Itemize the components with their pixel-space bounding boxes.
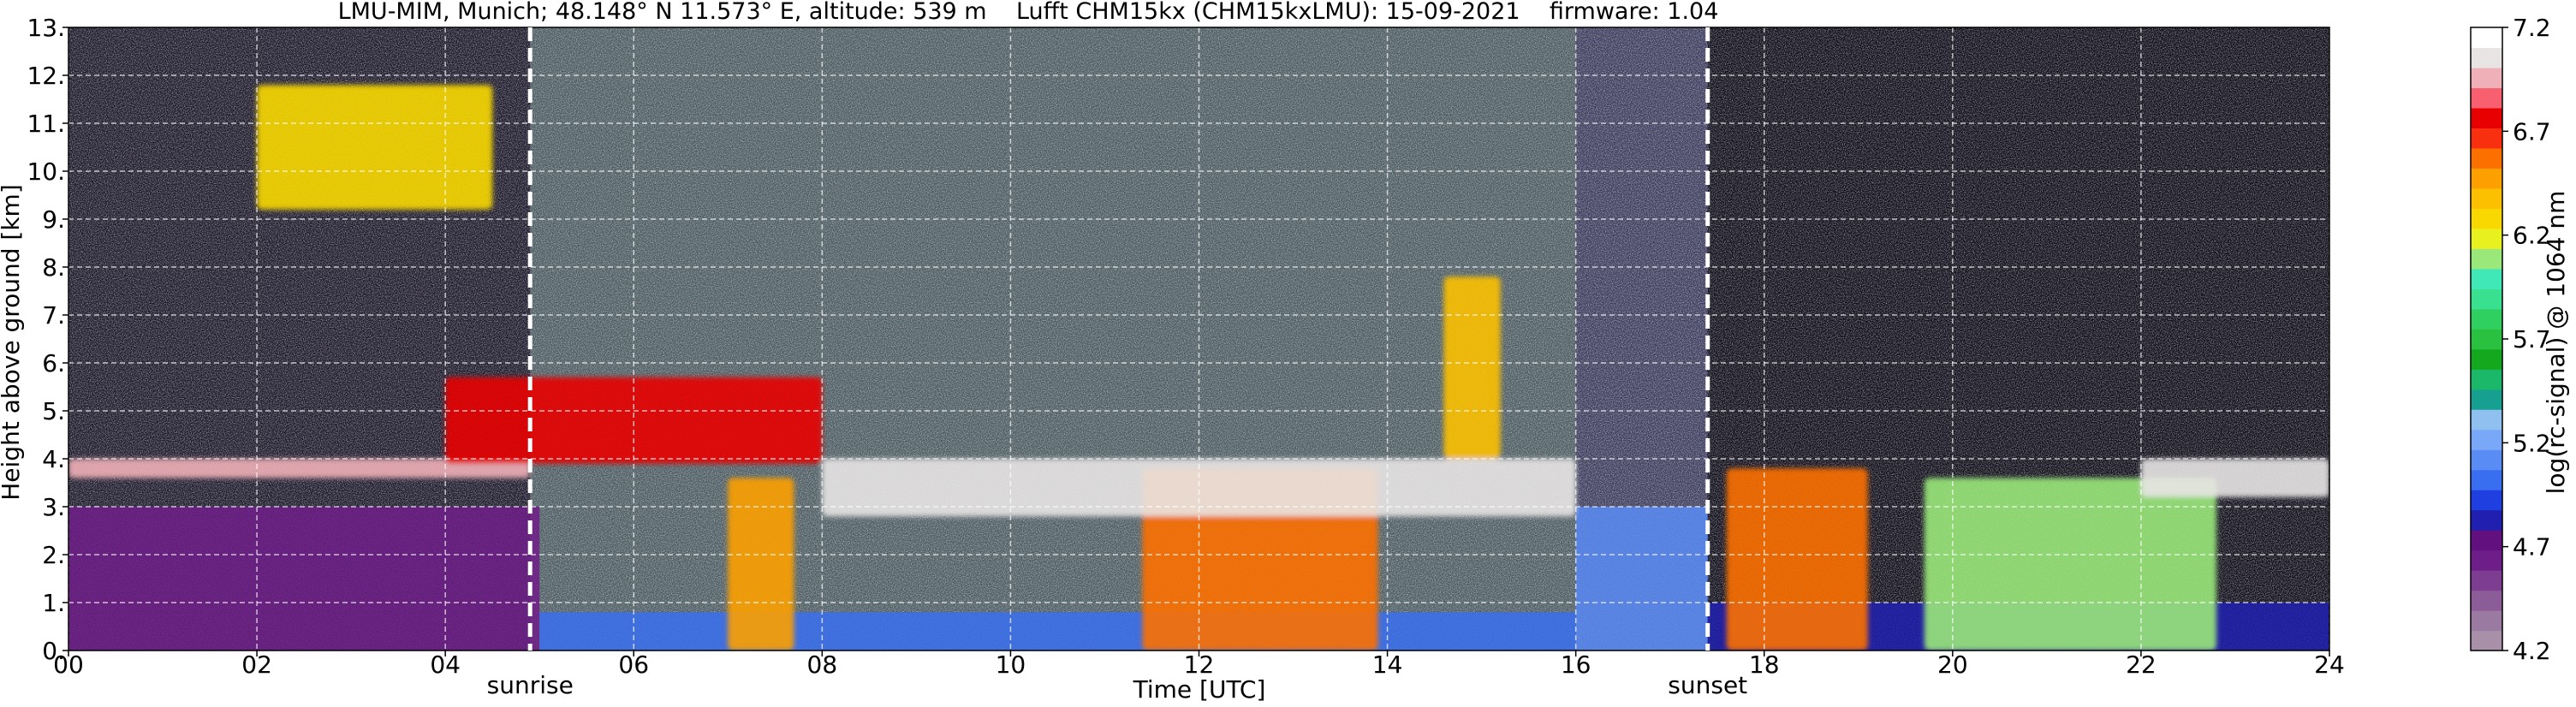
x-tick-label: 20 — [1937, 651, 1968, 679]
y-tick-label: 0. — [42, 637, 65, 665]
colorbar-swatch — [2471, 389, 2502, 410]
colorbar-tick-label: 5.2 — [2513, 429, 2551, 457]
colorbar-swatch — [2471, 550, 2502, 571]
colorbar-swatch — [2471, 208, 2502, 229]
colorbar-tick-label: 6.2 — [2513, 222, 2551, 250]
colorbar-tick-label: 4.7 — [2513, 533, 2551, 561]
y-tick-label: 12. — [27, 62, 65, 90]
y-tick-label: 9. — [42, 205, 65, 234]
y-tick-label: 11. — [27, 110, 65, 138]
x-tick-label: 14 — [1372, 651, 1403, 679]
colorbar-swatch — [2471, 107, 2502, 129]
sunset-label: sunset — [1668, 671, 1747, 699]
colorbar-label: log(rc-signal) @ 1064 nm — [2542, 191, 2570, 495]
colorbar-swatch — [2471, 67, 2502, 89]
x-tick-label: 18 — [1749, 651, 1780, 679]
colorbar-swatch — [2471, 168, 2502, 189]
colorbar-swatch — [2471, 248, 2502, 270]
boundary-layer-3 — [1575, 507, 1708, 651]
cloud-layer-6 — [1443, 276, 1501, 459]
colorbar-swatch — [2471, 187, 2502, 209]
chart-title: LMU-MIM, Munich; 48.148° N 11.573° E, al… — [338, 0, 1719, 25]
y-tick-label: 10. — [27, 157, 65, 186]
x-tick-label: 06 — [618, 651, 649, 679]
colorbar-swatch — [2471, 570, 2502, 591]
colorbar-swatch — [2471, 348, 2502, 370]
x-tick-label: 24 — [2314, 651, 2345, 679]
x-tick-label: 04 — [430, 651, 461, 679]
y-tick-label: 1. — [42, 589, 65, 617]
y-tick-label: 2. — [42, 541, 65, 569]
colorbar-swatch — [2471, 268, 2502, 289]
colorbar-swatch — [2471, 288, 2502, 310]
cloud-layer-3 — [445, 377, 823, 464]
y-tick-label: 7. — [42, 301, 65, 330]
colorbar-swatch — [2471, 429, 2502, 450]
cloud-layer-7 — [1726, 468, 1868, 651]
colorbar — [2470, 27, 2503, 651]
x-tick-label: 22 — [2126, 651, 2157, 679]
colorbar-swatch — [2471, 128, 2502, 149]
colorbar-tick-label: 7.2 — [2513, 14, 2551, 42]
cloud-layer-4 — [728, 478, 794, 651]
colorbar-swatch — [2471, 590, 2502, 611]
x-tick-label: 12 — [1184, 651, 1215, 679]
colorbar-swatch — [2471, 369, 2502, 390]
x-tick-label: 10 — [996, 651, 1026, 679]
y-tick-label: 8. — [42, 253, 65, 282]
colorbar-swatch — [2471, 630, 2502, 651]
colorbar-swatch — [2471, 308, 2502, 330]
y-tick-label: 6. — [42, 349, 65, 377]
colorbar-swatch — [2471, 47, 2502, 68]
cloud-layer-2 — [257, 85, 493, 210]
y-tick-label: 4. — [42, 445, 65, 473]
y-tick-label: 13. — [27, 14, 65, 42]
colorbar-swatch — [2471, 228, 2502, 249]
colorbar-swatch — [2471, 469, 2502, 490]
colorbar-swatch — [2471, 530, 2502, 551]
x-tick-label: 00 — [53, 651, 84, 679]
colorbar-swatch — [2471, 329, 2502, 350]
colorbar-swatch — [2471, 409, 2502, 431]
colorbar-swatch — [2471, 490, 2502, 511]
y-tick-label: 3. — [42, 493, 65, 521]
boundary-layer-1 — [68, 507, 540, 651]
y-tick-label: 5. — [42, 397, 65, 425]
colorbar-swatch — [2471, 27, 2502, 49]
x-axis-label: Time [UTC] — [1133, 675, 1266, 704]
y-axis-label: Height above ground [km] — [0, 184, 25, 501]
colorbar-tick-label: 5.7 — [2513, 325, 2551, 354]
boundary-layer-2 — [539, 612, 1576, 651]
colorbar-swatch — [2471, 509, 2502, 531]
cloud-layer-8 — [1924, 478, 2216, 651]
cloud-layer-1 — [68, 459, 531, 478]
colorbar-tick-label: 4.2 — [2513, 637, 2551, 665]
colorbar-swatch — [2471, 87, 2502, 109]
colorbar-swatch — [2471, 147, 2502, 169]
colorbar-tick-label: 6.7 — [2513, 117, 2551, 146]
grid — [68, 27, 2330, 651]
colorbar-swatch — [2471, 610, 2502, 632]
x-tick-label: 02 — [241, 651, 272, 679]
colorbar-swatch — [2471, 449, 2502, 471]
x-tick-label: 16 — [1561, 651, 1591, 679]
x-tick-label: 08 — [807, 651, 838, 679]
cloud-layer-10 — [2140, 459, 2329, 497]
sunrise-label: sunrise — [487, 671, 574, 699]
